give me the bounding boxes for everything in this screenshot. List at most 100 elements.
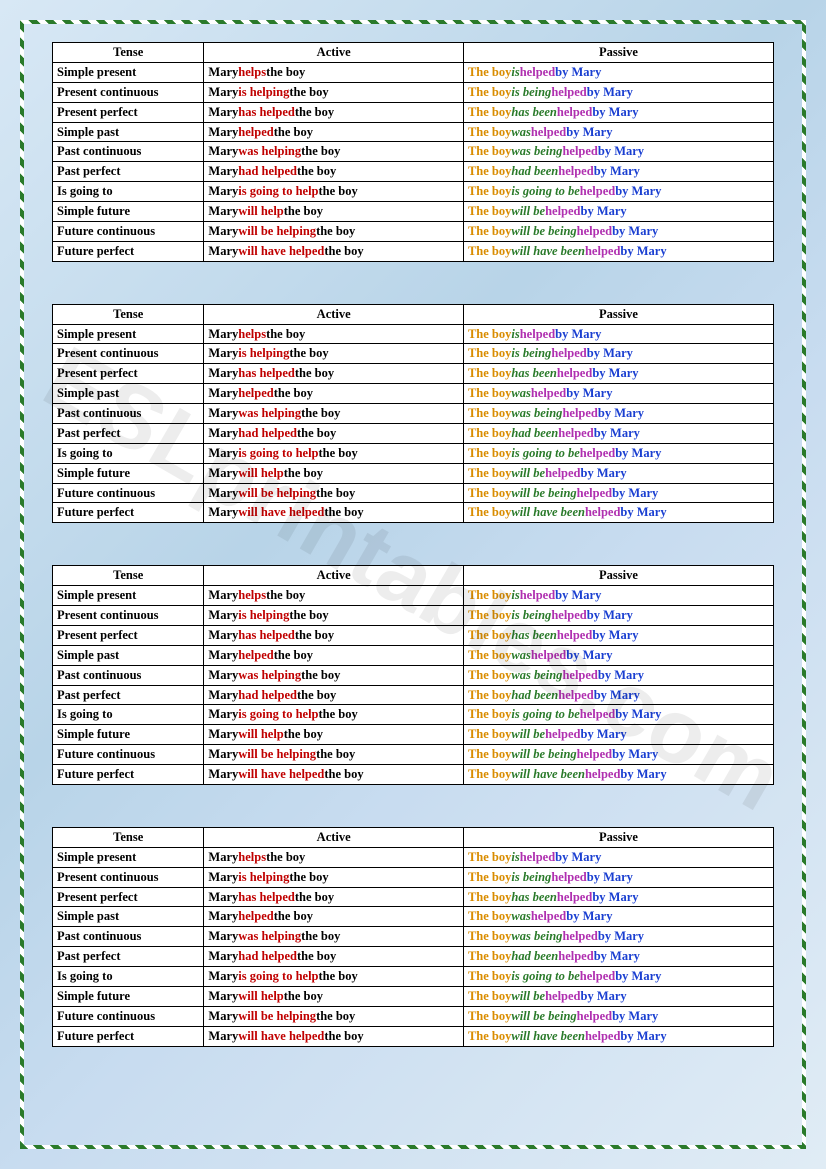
active-subject: Mary [208,767,238,781]
passive-by: by Mary [566,909,612,923]
passive-helped: helped [580,969,615,983]
passive-helped: helped [557,890,592,904]
passive-subject: The boy [468,949,511,963]
active-cell: Maryhad helpedthe boy [204,162,464,182]
passive-subject: The boy [468,608,511,622]
passive-by: by Mary [581,989,627,1003]
passive-by: by Mary [581,466,627,480]
passive-aux: is [511,850,519,864]
passive-aux: had been [511,688,558,702]
active-aux: had helped [238,688,297,702]
passive-subject: The boy [468,144,511,158]
active-aux: will be helping [238,747,316,761]
active-subject: Mary [208,870,238,884]
passive-aux: was [511,386,530,400]
passive-by: by Mary [587,85,633,99]
tense-cell: Past continuous [53,404,204,424]
active-object: the boy [316,747,355,761]
table-row: Past perfectMaryhad helpedthe boyThe boy… [53,423,774,443]
table-row: Present perfectMaryhas helpedthe boyThe … [53,625,774,645]
passive-by: by Mary [620,505,666,519]
passive-subject: The boy [468,850,511,864]
table-row: Simple pastMaryhelpedthe boyThe boywashe… [53,384,774,404]
passive-cell: The boyhad beenhelpedby Mary [463,685,773,705]
active-subject: Mary [208,366,238,380]
passive-helped: helped [520,588,555,602]
active-cell: Marywill be helpingthe boy [204,221,464,241]
active-object: the boy [266,65,305,79]
active-object: the boy [316,1009,355,1023]
tense-cell: Present perfect [53,887,204,907]
active-subject: Mary [208,890,238,904]
active-subject: Mary [208,386,238,400]
passive-cell: The boywas beinghelpedby Mary [463,927,773,947]
passive-cell: The boywas beinghelpedby Mary [463,404,773,424]
active-aux: helped [238,125,273,139]
active-cell: Maryis helpingthe boy [204,867,464,887]
table-row: Simple presentMaryhelpsthe boyThe boyish… [53,62,774,82]
passive-aux: is [511,327,519,341]
passive-by: by Mary [612,486,658,500]
active-subject: Mary [208,184,238,198]
passive-subject: The boy [468,125,511,139]
active-object: the boy [274,125,313,139]
active-cell: Maryhelpsthe boy [204,847,464,867]
col-header-passive: Passive [463,566,773,586]
passive-helped: helped [562,144,597,158]
active-object: the boy [324,1029,363,1043]
tense-cell: Simple future [53,202,204,222]
active-object: the boy [301,406,340,420]
passive-by: by Mary [566,125,612,139]
tense-cell: Past perfect [53,423,204,443]
active-aux: helped [238,909,273,923]
table-row: Simple futureMarywill helpthe boyThe boy… [53,463,774,483]
passive-helped: helped [577,224,612,238]
active-aux: helped [238,648,273,662]
tense-cell: Simple past [53,122,204,142]
table-row: Present perfectMaryhas helpedthe boyThe … [53,102,774,122]
table-row: Past continuousMarywas helpingthe boyThe… [53,142,774,162]
passive-subject: The boy [468,648,511,662]
active-aux: is helping [238,608,289,622]
tense-cell: Present continuous [53,344,204,364]
passive-by: by Mary [598,668,644,682]
active-aux: will have helped [238,244,324,258]
active-subject: Mary [208,850,238,864]
tense-cell: Past continuous [53,665,204,685]
tense-cell: Simple future [53,725,204,745]
passive-cell: The boyis going to behelpedby Mary [463,182,773,202]
col-header-active: Active [204,43,464,63]
active-subject: Mary [208,1009,238,1023]
active-object: the boy [301,144,340,158]
active-subject: Mary [208,909,238,923]
passive-subject: The boy [468,668,511,682]
active-cell: Marywas helpingthe boy [204,404,464,424]
col-header-passive: Passive [463,43,773,63]
passive-aux: will have been [511,505,585,519]
passive-aux: is [511,588,519,602]
passive-aux: will be [511,989,545,1003]
passive-aux: was [511,648,530,662]
passive-cell: The boywashelpedby Mary [463,384,773,404]
active-subject: Mary [208,688,238,702]
passive-subject: The boy [468,105,511,119]
active-cell: Marywill be helpingthe boy [204,1006,464,1026]
passive-aux: will be [511,727,545,741]
active-subject: Mary [208,969,238,983]
active-cell: Marywill helpthe boy [204,986,464,1006]
passive-helped: helped [545,989,580,1003]
table-row: Simple presentMaryhelpsthe boyThe boyish… [53,324,774,344]
passive-cell: The boywill behelpedby Mary [463,202,773,222]
passive-cell: The boywill be beinghelpedby Mary [463,483,773,503]
passive-subject: The boy [468,184,511,198]
active-subject: Mary [208,85,238,99]
active-cell: Maryhad helpedthe boy [204,685,464,705]
passive-helped: helped [531,386,566,400]
active-object: the boy [295,890,334,904]
active-object: the boy [316,486,355,500]
passive-aux: was [511,909,530,923]
active-cell: Maryhas helpedthe boy [204,364,464,384]
active-subject: Mary [208,224,238,238]
active-cell: Maryhelpsthe boy [204,324,464,344]
tense-cell: Simple past [53,384,204,404]
